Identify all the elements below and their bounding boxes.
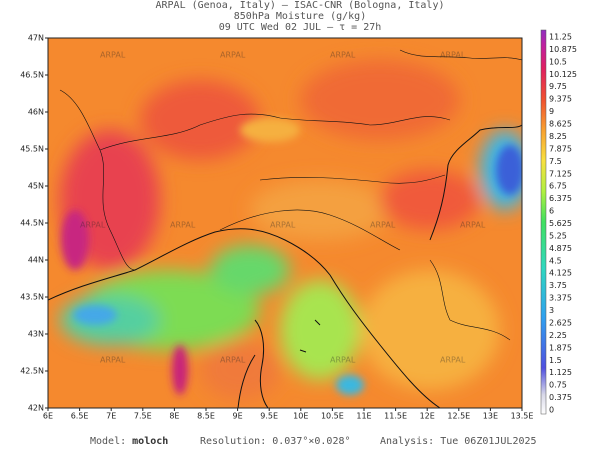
footer-resolution: Resolution: 0.037°×0.028° <box>200 436 351 447</box>
lat-label: 46.5N <box>20 71 44 80</box>
lon-label: 8E <box>169 412 179 421</box>
svg-text:ARPAL: ARPAL <box>440 356 466 365</box>
svg-text:ARPAL: ARPAL <box>100 51 126 60</box>
colorbar-label: 7.5 <box>549 157 562 166</box>
colorbar-label: 4.125 <box>549 269 572 278</box>
header-line: 850hPa Moisture (g/kg) <box>233 11 367 22</box>
lon-label: 10.5E <box>321 412 344 421</box>
colorbar-label: 10.125 <box>549 70 577 79</box>
colorbar-label: 3 <box>549 306 554 315</box>
colorbar-label: 6.75 <box>549 182 567 191</box>
lat-label: 42.5N <box>20 367 44 376</box>
lon-label: 7.5E <box>134 412 152 421</box>
lon-label: 9.5E <box>260 412 278 421</box>
lon-label: 6.5E <box>71 412 89 421</box>
svg-text:ARPAL: ARPAL <box>170 221 196 230</box>
colorbar-label: 7.875 <box>549 144 572 153</box>
lat-label: 45N <box>28 182 44 191</box>
colorbar-label: 0 <box>549 406 554 415</box>
svg-text:ARPAL: ARPAL <box>80 221 106 230</box>
footer-analysis: Analysis: Tue 06Z01JUL2025 <box>380 436 537 447</box>
lat-label: 43N <box>28 330 44 339</box>
colorbar-label: 2.625 <box>549 318 572 327</box>
svg-text:ARPAL: ARPAL <box>270 221 296 230</box>
colorbar-label: 2.25 <box>549 331 567 340</box>
colorbar-label: 4.875 <box>549 244 572 253</box>
colorbar-label: 8.625 <box>549 120 572 129</box>
svg-text:ARPAL: ARPAL <box>330 356 356 365</box>
lon-label: 11E <box>356 412 371 421</box>
colorbar <box>540 29 547 415</box>
colorbar-label: 7.125 <box>549 169 572 178</box>
colorbar-label: 0.375 <box>549 393 572 402</box>
colorbar-label: 5.625 <box>549 219 572 228</box>
lon-label: 10E <box>293 412 308 421</box>
colorbar-label: 3.75 <box>549 281 567 290</box>
lat-label: 45.5N <box>20 145 44 154</box>
lon-label: 7E <box>106 412 116 421</box>
lon-label: 11.5E <box>384 412 407 421</box>
colorbar-label: 6 <box>549 207 554 216</box>
svg-text:ARPAL: ARPAL <box>100 356 126 365</box>
lon-label: 13.5E <box>511 412 534 421</box>
lon-label: 12E <box>420 412 435 421</box>
colorbar-label: 1.5 <box>549 356 562 365</box>
colorbar-label: 11.25 <box>549 33 572 42</box>
colorbar-label: 5.25 <box>549 231 567 240</box>
lon-label: 13E <box>483 412 498 421</box>
lat-label: 44.5N <box>20 219 44 228</box>
lon-label: 6E <box>43 412 53 421</box>
colorbar-label: 9.75 <box>549 82 567 91</box>
moisture-field: ARPAL ARPAL ARPAL ARPAL ARPAL ARPAL ARPAL ARPA… <box>48 38 522 408</box>
svg-text:ARPAL: ARPAL <box>440 51 466 60</box>
colorbar-label: 1.875 <box>549 343 572 352</box>
colorbar-label: 1.125 <box>549 368 572 377</box>
colorbar-label: 10.5 <box>549 57 567 66</box>
lat-label: 43.5N <box>20 293 44 302</box>
footer-model: Model: moloch <box>90 436 168 447</box>
lon-label: 12.5E <box>447 412 470 421</box>
footer-model-value: moloch <box>132 436 169 447</box>
colorbar-label: 9.375 <box>549 95 572 104</box>
lat-label: 42N <box>28 404 44 413</box>
lat-label: 46N <box>28 108 44 117</box>
colorbar-label: 6.375 <box>549 194 572 203</box>
footer-model-label: Model: <box>90 436 127 447</box>
header-line: ARPAL (Genoa, Italy) – ISAC-CNR (Bologna… <box>155 0 445 11</box>
svg-text:ARPAL: ARPAL <box>460 221 486 230</box>
svg-text:ARPAL: ARPAL <box>220 51 246 60</box>
colorbar-label: 8.25 <box>549 132 567 141</box>
colorbar-label: 10.875 <box>549 45 577 54</box>
lat-label: 47N <box>28 34 44 43</box>
svg-text:ARPAL: ARPAL <box>330 51 356 60</box>
colorbar-label: 0.75 <box>549 381 567 390</box>
header-line: 09 UTC Wed 02 JUL – τ = 27h <box>218 22 382 33</box>
svg-text:ARPAL: ARPAL <box>220 356 246 365</box>
colorbar-label: 9 <box>549 107 554 116</box>
lon-label: 9E <box>233 412 243 421</box>
colorbar-label: 3.375 <box>549 294 572 303</box>
lat-label: 44N <box>28 256 44 265</box>
lon-label: 8.5E <box>197 412 215 421</box>
colorbar-label: 4.5 <box>549 256 562 265</box>
map-figure: ARPAL ARPAL ARPAL ARPAL ARPAL ARPAL ARPAL ARPA… <box>20 29 577 421</box>
svg-text:ARPAL: ARPAL <box>370 221 396 230</box>
